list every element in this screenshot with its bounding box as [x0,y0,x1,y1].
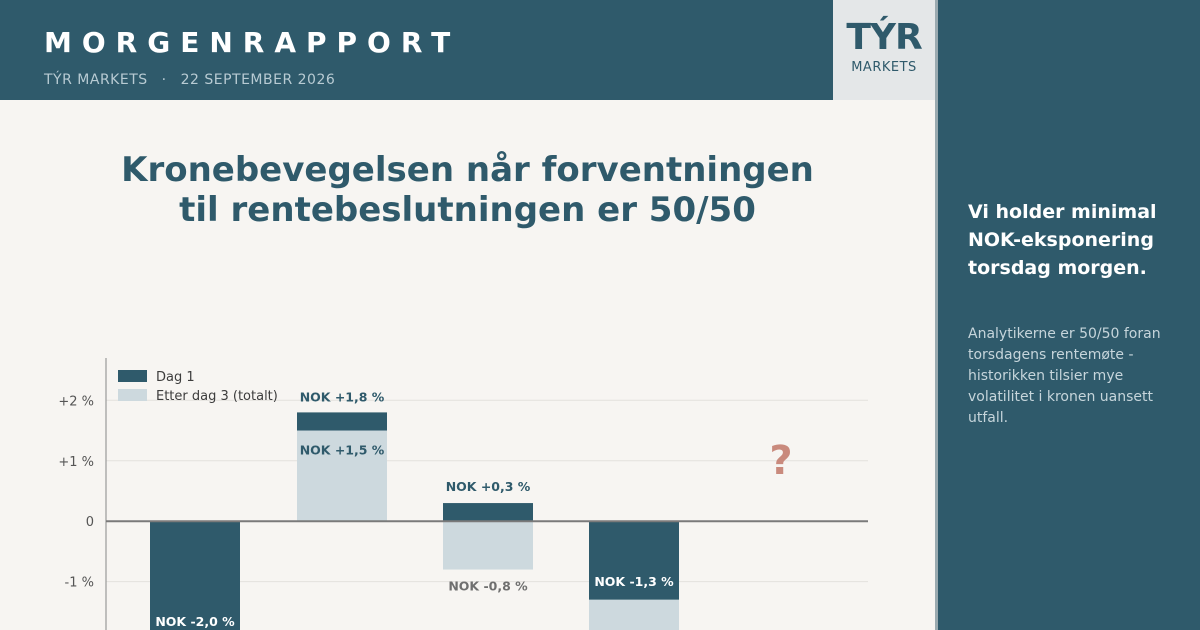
data-label-dag1-3: NOK +0,3 % [446,479,531,494]
bar-dag1-1 [150,521,240,630]
y-tick-label: +2 % [58,394,94,409]
legend-swatch-dag3 [118,389,147,401]
bar-etter-dag3-2 [297,430,387,522]
report-date: 22 SEPTEMBER 2026 [180,72,336,88]
bar-layer [150,412,679,630]
brand-logo: TÝR MARKETS [833,0,935,100]
question-mark-annotation: ? [769,438,792,484]
y-tick-label: +1 % [58,455,94,470]
brand-name: TÝR MARKETS [44,72,148,88]
sidebar-body: Analytikerne er 50/50 foran torsdagens r… [968,326,1161,426]
logo-mark: TÝR [846,17,922,58]
sidebar-headline: Vi holder minimal NOK-eksponering torsda… [968,201,1157,279]
takeaway-sidebar: Vi holder minimal NOK-eksponering torsda… [938,0,1200,630]
logo-subtitle: MARKETS [851,60,917,75]
legend-label-dag1: Dag 1 [156,370,195,385]
y-tick-label: 0 [86,515,94,530]
bar-etter-dag3-3 [443,521,533,570]
separator-dot: · [161,72,167,88]
chart-title-line-1: Kronebevegelsen når forventningen [121,150,814,190]
tick-layer: +2 % +1 % 0 -1 % [58,394,94,590]
bar-dag1-4 [589,521,679,600]
legend-label-dag3: Etter dag 3 (totalt) [156,389,278,404]
data-label-etter-dag3-3: NOK -0,8 % [448,579,528,594]
data-label-dag1-2: NOK +1,8 % [300,389,385,404]
data-label-etter-dag3-2: NOK +1,5 % [300,443,385,458]
bar-chart: +2 % +1 % 0 -1 % NOK -2,0 % NOK +1,8 % NOK +1… [58,358,868,630]
chart-title-line-2: til rentebeslutningen er 50/50 [179,190,756,230]
report-title: MORGENRAPPORT [44,26,461,59]
bar-etter-dag3-4-cropped [589,599,679,630]
panel-divider [935,0,938,630]
data-label-dag1-4: NOK -1,3 % [594,574,674,589]
label-layer: NOK -2,0 % NOK +1,8 % NOK +1,5 % NOK +0,3 %… [155,389,674,629]
bar-dag1-2 [297,412,387,431]
report-subline: TÝR MARKETS · 22 SEPTEMBER 2026 [44,72,335,88]
report-slide: MORGENRAPPORT TÝR MARKETS · 22 SEPTEMBER 2… [0,0,935,630]
data-label-dag1-1: NOK -2,0 % [155,614,235,629]
bar-dag1-3 [443,503,533,522]
legend-swatch-dag1 [118,370,147,382]
report-header: MORGENRAPPORT TÝR MARKETS · 22 SEPTEMBER 2… [0,0,833,100]
y-tick-label: -1 % [65,576,94,591]
chart-title: Kronebevegelsen når forventningen til re… [0,150,935,230]
chart-legend: Dag 1 Etter dag 3 (totalt) [118,370,278,404]
